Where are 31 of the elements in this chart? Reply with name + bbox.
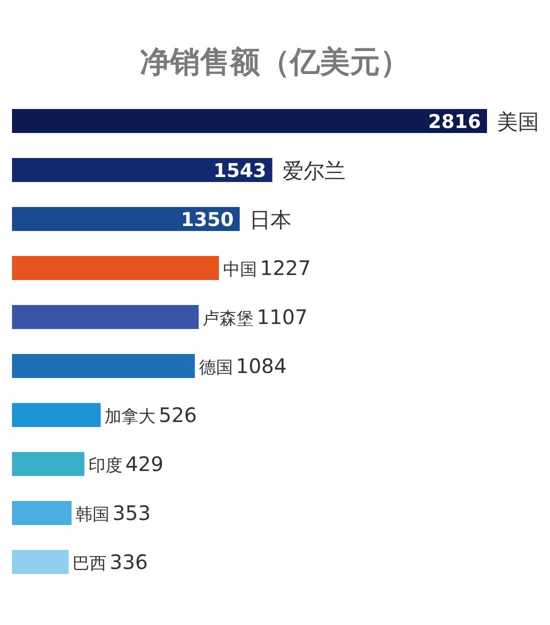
bar <box>12 403 101 427</box>
y-tick-label: 韩国 <box>76 505 110 525</box>
data-label: 2816 <box>428 111 481 133</box>
bar <box>12 501 72 525</box>
bar <box>12 109 487 133</box>
bar <box>12 207 240 231</box>
data-label: 1227 <box>260 256 311 280</box>
y-tick-label: 爱尔兰 <box>282 159 346 183</box>
data-label: 1543 <box>213 160 266 182</box>
y-tick-label: 德国 <box>198 358 233 378</box>
y-tick-label: 美国 <box>497 110 539 134</box>
bar <box>12 354 195 378</box>
y-tick-label: 巴西 <box>72 554 107 574</box>
chart-title: 净销售额（亿美元） <box>140 45 410 80</box>
bar <box>12 550 69 574</box>
bar <box>12 452 84 476</box>
bar <box>12 256 219 280</box>
data-label: 1084 <box>236 354 287 378</box>
bar <box>12 158 272 182</box>
bar <box>12 305 199 329</box>
y-tick-label: 加拿大 <box>104 407 156 427</box>
data-label: 353 <box>112 501 151 525</box>
y-tick-label: 卢森堡 <box>202 309 254 329</box>
data-label: 526 <box>158 403 197 427</box>
data-label: 429 <box>125 452 164 476</box>
y-tick-label: 印度 <box>88 456 122 476</box>
data-label: 1350 <box>180 209 234 231</box>
y-tick-label: 日本 <box>250 208 292 232</box>
data-label: 336 <box>110 550 148 574</box>
y-tick-label: 中国 <box>222 260 257 280</box>
data-label: 1107 <box>256 305 308 329</box>
